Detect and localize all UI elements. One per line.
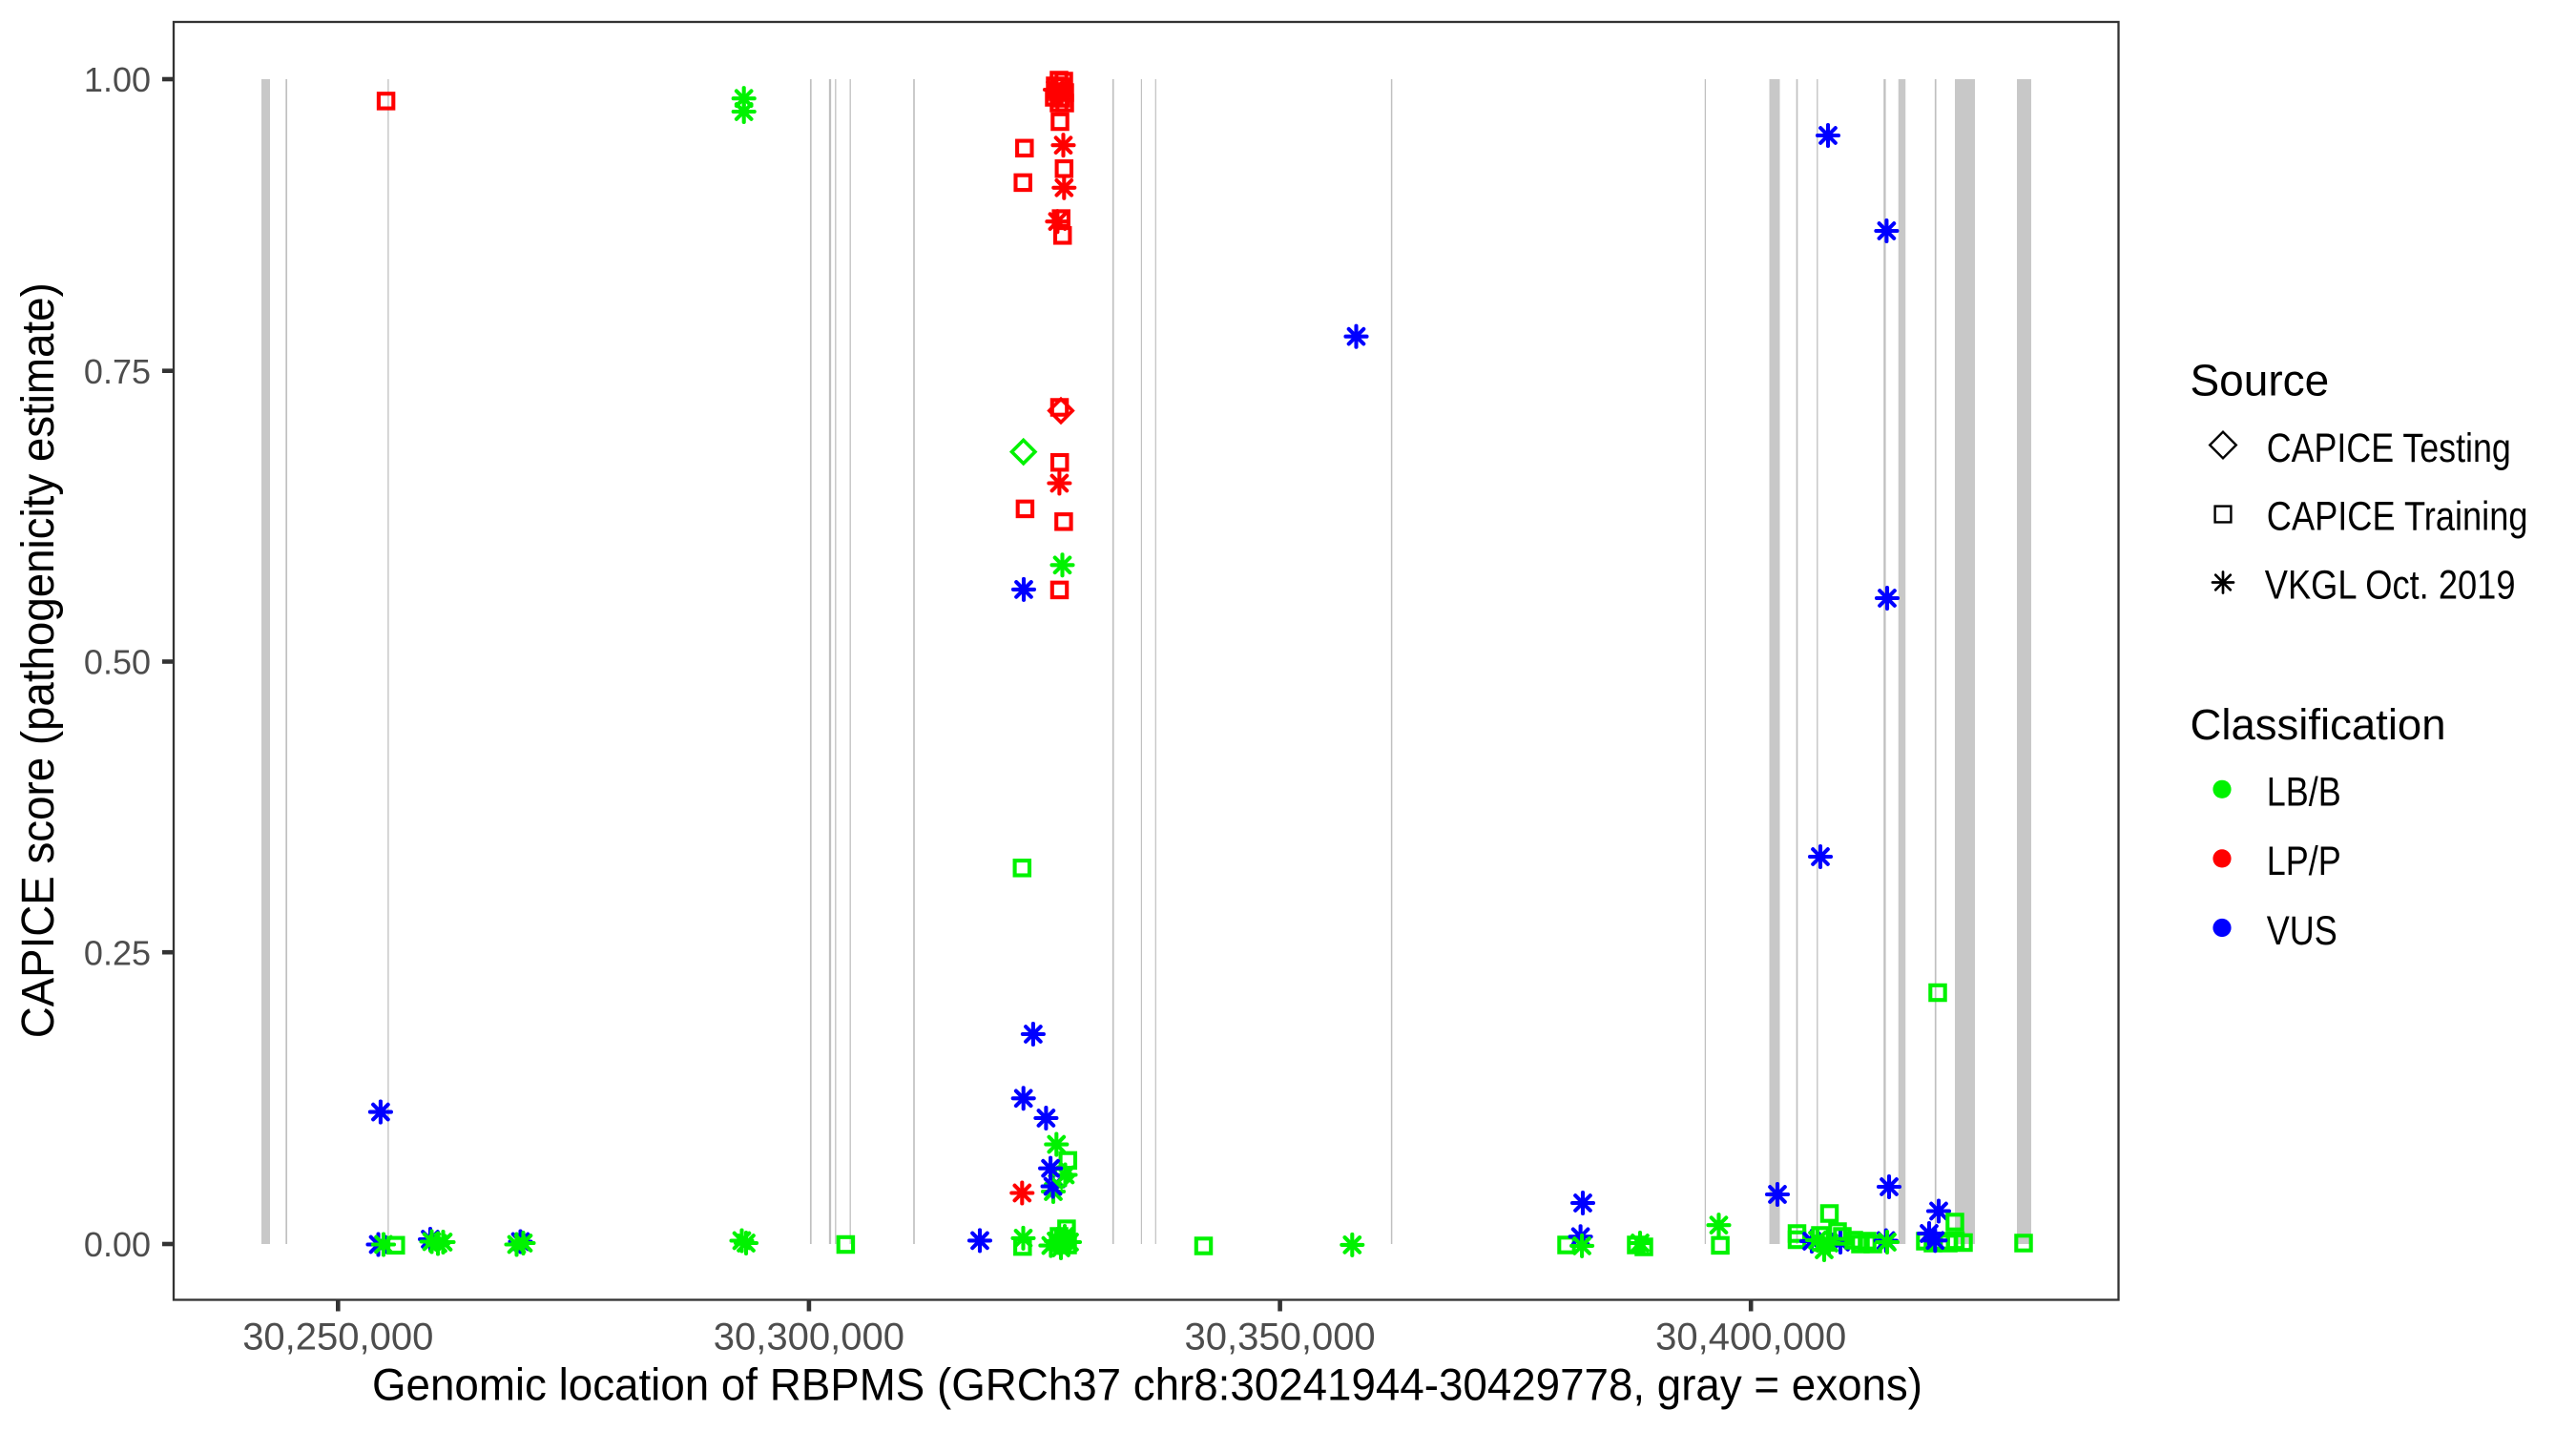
svg-text:30,400,000: 30,400,000 xyxy=(1655,1317,1846,1358)
svg-text:CAPICE score (pathogenicity es: CAPICE score (pathogenicity estimate) xyxy=(13,282,64,1038)
svg-text:VKGL Oct. 2019: VKGL Oct. 2019 xyxy=(2265,562,2516,608)
svg-text:0.50: 0.50 xyxy=(84,643,151,682)
svg-text:CAPICE Testing: CAPICE Testing xyxy=(2267,425,2511,471)
svg-text:0.75: 0.75 xyxy=(84,352,151,391)
svg-text:30,300,000: 30,300,000 xyxy=(714,1317,904,1358)
svg-text:0.00: 0.00 xyxy=(84,1225,151,1264)
svg-text:Classification: Classification xyxy=(2191,700,2446,749)
svg-text:Genomic location of RBPMS (GRC: Genomic location of RBPMS (GRCh37 chr8:3… xyxy=(372,1360,1922,1411)
svg-text:1.00: 1.00 xyxy=(84,60,151,99)
svg-text:CAPICE Training: CAPICE Training xyxy=(2267,494,2528,540)
svg-text:LB/B: LB/B xyxy=(2267,770,2341,816)
svg-text:VUS: VUS xyxy=(2267,908,2337,954)
svg-text:Source: Source xyxy=(2191,356,2330,405)
svg-text:30,250,000: 30,250,000 xyxy=(242,1317,433,1358)
svg-text:LP/P: LP/P xyxy=(2267,839,2341,884)
svg-text:0.25: 0.25 xyxy=(84,933,151,972)
svg-text:30,350,000: 30,350,000 xyxy=(1184,1317,1375,1358)
